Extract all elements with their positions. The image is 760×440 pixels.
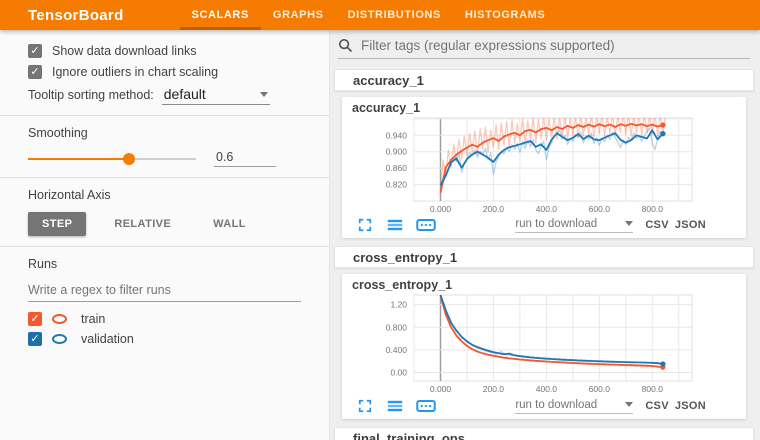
json-download-link[interactable]: JSON <box>674 219 706 231</box>
tag-group-header-cross-entropy[interactable]: cross_entropy_1 <box>334 246 754 268</box>
checked-checkbox-icon[interactable]: ✓ <box>28 65 42 79</box>
smoothing-label: Smoothing <box>28 126 88 140</box>
run-color-swatch <box>52 314 67 324</box>
svg-text:0.000: 0.000 <box>430 384 452 394</box>
runs-filter-input[interactable] <box>28 281 301 302</box>
tag-group-header-final-training-ops[interactable]: final_training_ops <box>334 427 754 440</box>
search-icon <box>338 38 353 53</box>
chevron-down-icon <box>259 91 268 97</box>
svg-text:0.820: 0.820 <box>386 180 408 190</box>
run-label: train <box>81 312 106 326</box>
chevron-down-icon <box>625 221 634 226</box>
svg-text:200.0: 200.0 <box>483 384 505 394</box>
fit-domain-icon[interactable] <box>416 217 436 233</box>
smoothing-section: Smoothing <box>0 115 329 177</box>
fullscreen-icon[interactable] <box>358 398 378 414</box>
ignore-outliers-row[interactable]: ✓ Ignore outliers in chart scaling <box>28 65 301 79</box>
checkbox-label: Ignore outliers in chart scaling <box>52 65 219 79</box>
smoothing-slider[interactable] <box>28 152 196 165</box>
scalar-card-cross-entropy: cross_entropy_1 0.000 200.0 400.0 600.0 800.… <box>342 274 746 419</box>
app-title: TensorBoard <box>28 6 124 24</box>
run-color-swatch <box>52 334 67 344</box>
tooltip-sorting-dropdown[interactable]: default <box>161 86 270 105</box>
slider-handle[interactable] <box>122 152 135 165</box>
fit-domain-icon[interactable] <box>416 398 436 414</box>
run-row-validation[interactable]: ✓ validation <box>28 332 301 346</box>
tag-group-header-accuracy[interactable]: accuracy_1 <box>334 69 754 91</box>
run-label: validation <box>81 332 134 346</box>
tooltip-sorting-value: default <box>163 86 206 102</box>
fullscreen-icon[interactable] <box>358 217 378 233</box>
horizontal-axis-label: Horizontal Axis <box>28 188 111 202</box>
svg-text:0.940: 0.940 <box>386 130 408 140</box>
json-download-link[interactable]: JSON <box>674 400 706 412</box>
settings-sidebar: ✓ Show data download links ✓ Ignore outl… <box>0 30 330 440</box>
checked-checkbox-icon[interactable]: ✓ <box>28 44 42 58</box>
tag-filter-row <box>338 38 750 59</box>
chevron-down-icon <box>625 402 634 407</box>
chart-title: cross_entropy_1 <box>352 278 453 292</box>
svg-text:0.000: 0.000 <box>430 204 452 214</box>
top-bar: TensorBoard SCALARS GRAPHS DISTRIBUTIONS… <box>0 0 760 30</box>
run-to-download-label: run to download <box>515 398 598 411</box>
svg-text:0.900: 0.900 <box>386 147 408 157</box>
run-to-download-label: run to download <box>515 217 598 230</box>
card-footer: run to download CSV JSON <box>352 216 746 234</box>
svg-text:600.0: 600.0 <box>589 384 611 394</box>
runs-section: Runs ✓ train ✓ validation <box>0 246 329 362</box>
svg-text:0.860: 0.860 <box>386 163 408 173</box>
slider-fill <box>28 157 129 160</box>
svg-text:200.0: 200.0 <box>483 204 505 214</box>
svg-text:400.0: 400.0 <box>536 204 558 214</box>
chart-title: accuracy_1 <box>352 101 421 115</box>
tab-scalars[interactable]: SCALARS <box>179 0 261 30</box>
horizontal-axis-section: Horizontal Axis STEP RELATIVE WALL <box>0 177 329 246</box>
csv-download-link[interactable]: CSV <box>645 400 669 412</box>
axis-step-button[interactable]: STEP <box>28 212 87 236</box>
tooltip-sorting-row: Tooltip sorting method: default <box>28 86 301 105</box>
tooltip-sorting-label: Tooltip sorting method: <box>28 88 154 102</box>
svg-text:0.00: 0.00 <box>390 368 407 378</box>
tab-histograms[interactable]: HISTOGRAMS <box>464 9 546 21</box>
svg-text:1.20: 1.20 <box>390 300 407 310</box>
run-row-train[interactable]: ✓ train <box>28 312 301 326</box>
toggle-series-icon[interactable] <box>387 217 407 233</box>
accuracy-chart[interactable]: 0.000 200.0 400.0 600.0 800.0 0.820 0.860 0.900… <box>352 116 704 216</box>
svg-text:800.0: 800.0 <box>642 204 664 214</box>
svg-text:400.0: 400.0 <box>536 384 558 394</box>
checkbox-label: Show data download links <box>52 44 197 58</box>
show-download-links-row[interactable]: ✓ Show data download links <box>28 44 301 58</box>
card-footer: run to download CSV JSON <box>352 397 746 415</box>
csv-download-link[interactable]: CSV <box>645 219 669 231</box>
tab-distributions[interactable]: DISTRIBUTIONS <box>347 9 441 21</box>
smoothing-value-input[interactable] <box>214 150 276 167</box>
general-settings-section: ✓ Show data download links ✓ Ignore outl… <box>0 40 329 115</box>
svg-text:0.800: 0.800 <box>386 322 408 332</box>
runs-label: Runs <box>28 257 58 271</box>
tag-filter-input[interactable] <box>361 38 750 53</box>
run-to-download-dropdown[interactable]: run to download <box>515 217 634 233</box>
checked-checkbox-icon[interactable]: ✓ <box>28 332 42 346</box>
run-to-download-dropdown[interactable]: run to download <box>515 398 634 414</box>
nav-tabs: SCALARS GRAPHS DISTRIBUTIONS HISTOGRAMS <box>179 0 558 30</box>
tab-graphs[interactable]: GRAPHS <box>272 9 324 21</box>
dashboard-main: accuracy_1 accuracy_1 0.000 200.0 400.0 600… <box>330 30 760 440</box>
cross-entropy-chart[interactable]: 0.000 200.0 400.0 600.0 800.0 0.00 0.400 0.800 1… <box>352 293 704 397</box>
checked-checkbox-icon[interactable]: ✓ <box>28 312 42 326</box>
scalar-card-accuracy: accuracy_1 0.000 200.0 400.0 600.0 800.0 0.82… <box>342 97 746 238</box>
svg-text:600.0: 600.0 <box>589 204 611 214</box>
svg-text:800.0: 800.0 <box>642 384 664 394</box>
toggle-series-icon[interactable] <box>387 398 407 414</box>
axis-relative-button[interactable]: RELATIVE <box>114 218 172 230</box>
svg-text:0.400: 0.400 <box>386 345 408 355</box>
axis-wall-button[interactable]: WALL <box>213 218 246 230</box>
